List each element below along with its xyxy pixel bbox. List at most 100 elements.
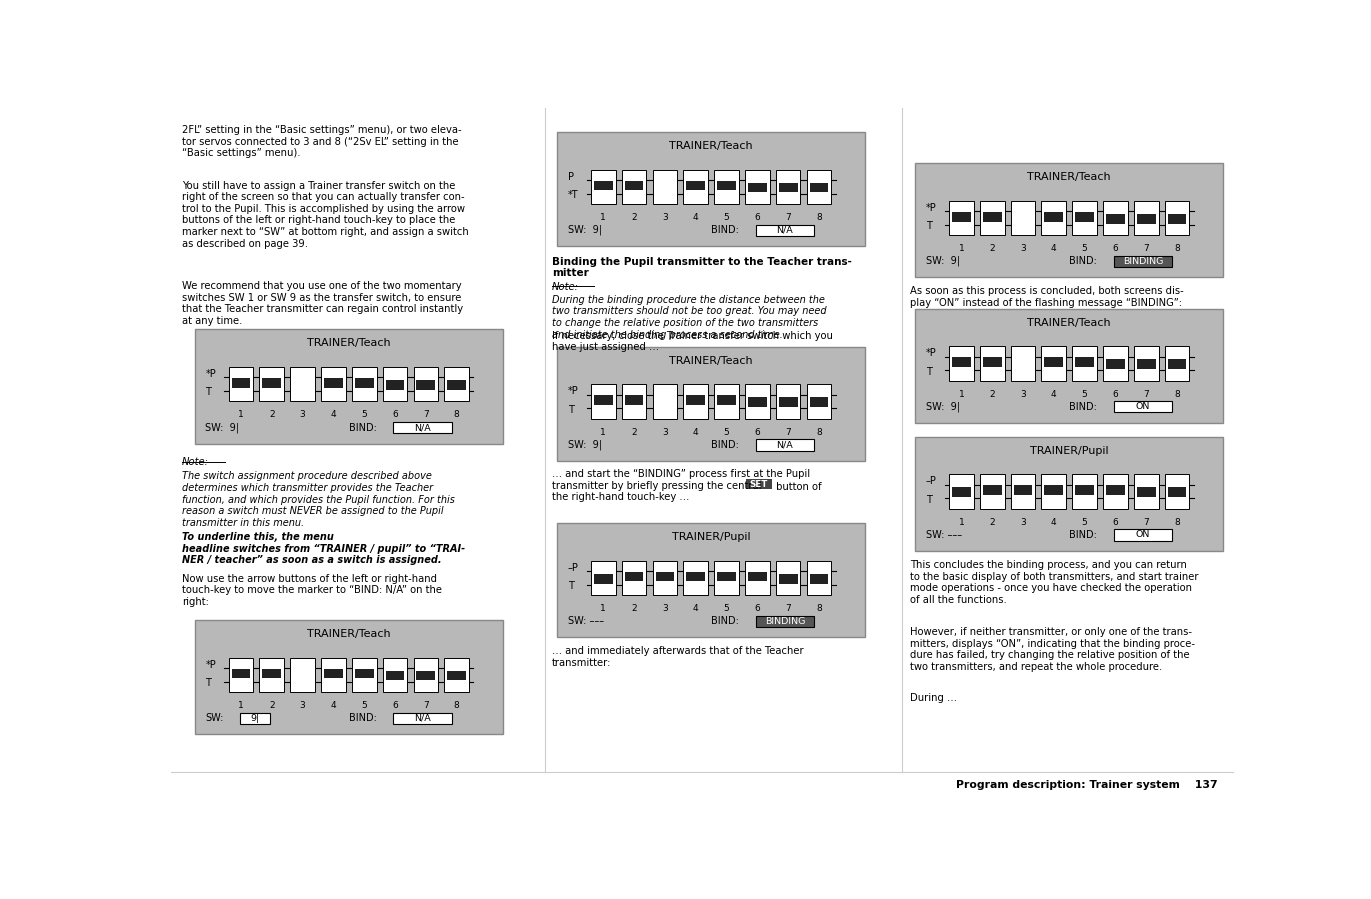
FancyBboxPatch shape (1113, 530, 1172, 540)
Bar (1168, 487, 1186, 497)
Bar (229, 658, 254, 692)
Bar (779, 182, 798, 192)
Text: BIND:: BIND: (348, 423, 377, 432)
Text: … and immediately afterwards that of the Teacher
transmitter:: … and immediately afterwards that of the… (551, 646, 803, 668)
Text: SET: SET (750, 479, 768, 489)
Text: 8: 8 (454, 410, 459, 419)
Text: SW: –––: SW: ––– (925, 530, 962, 539)
Text: 1: 1 (958, 245, 964, 254)
Bar (321, 658, 345, 692)
Bar (1075, 357, 1094, 367)
Bar (625, 181, 643, 191)
Text: The switch assignment procedure described above
determines which transmitter pro: The switch assignment procedure describe… (182, 471, 455, 528)
Text: To underline this, the menu
headline switches from “TRAINER / pupil” to “TRAI-
N: To underline this, the menu headline swi… (182, 532, 465, 565)
Bar (949, 346, 973, 380)
Text: 1: 1 (958, 389, 964, 398)
Text: BIND:: BIND: (712, 617, 739, 627)
Bar (744, 170, 769, 204)
Text: 5: 5 (724, 604, 729, 613)
Bar (447, 671, 466, 681)
Text: ON: ON (1135, 403, 1150, 412)
Text: 5: 5 (1082, 245, 1087, 254)
Text: As soon as this process is concluded, both screens dis-
play “ON” instead of the: As soon as this process is concluded, bo… (910, 287, 1183, 308)
Text: TRAINER/Teach: TRAINER/Teach (1027, 317, 1111, 327)
Text: Note:: Note: (551, 282, 579, 292)
Text: However, if neither transmitter, or only one of the trans-
mitters, displays “ON: However, if neither transmitter, or only… (910, 628, 1196, 672)
Text: 4: 4 (1052, 518, 1057, 527)
FancyBboxPatch shape (746, 479, 772, 489)
Text: We recommend that you use one of the two momentary
switches SW 1 or SW 9 as the : We recommend that you use one of the two… (182, 280, 463, 325)
Text: 2: 2 (269, 701, 274, 710)
Bar (594, 181, 613, 191)
Text: T: T (925, 367, 932, 377)
Bar (1042, 201, 1067, 236)
Text: This concludes the binding process, and you can return
to the basic display of b: This concludes the binding process, and … (910, 560, 1198, 605)
Text: 7: 7 (1143, 389, 1149, 398)
Bar (749, 572, 766, 582)
Text: P: P (568, 172, 573, 182)
Text: Now use the arrow buttons of the left or right-hand
touch-key to move the marker: Now use the arrow buttons of the left or… (182, 574, 441, 607)
Bar (1104, 201, 1128, 236)
Text: 7: 7 (424, 410, 429, 419)
Bar (776, 385, 801, 419)
Text: Binding the Pupil transmitter to the Teacher trans-
mitter: Binding the Pupil transmitter to the Tea… (551, 257, 851, 279)
Bar (291, 367, 315, 401)
Bar (744, 385, 769, 419)
Bar (687, 572, 705, 582)
Bar (687, 396, 705, 405)
Text: button of: button of (773, 482, 821, 492)
Bar (1106, 485, 1124, 495)
Bar (951, 212, 971, 221)
Text: 5: 5 (362, 701, 367, 710)
Bar (983, 485, 1002, 495)
Text: 6: 6 (754, 604, 761, 613)
Text: 6: 6 (754, 213, 761, 222)
Text: If necessary, close the Trainer transfer switch which you
have just assigned …: If necessary, close the Trainer transfer… (551, 331, 832, 352)
Text: T: T (568, 405, 573, 414)
Bar (806, 170, 831, 204)
Text: 5: 5 (724, 428, 729, 437)
Text: *P: *P (206, 369, 217, 378)
Text: 4: 4 (692, 428, 699, 437)
Bar (232, 669, 251, 679)
Bar (687, 181, 705, 191)
FancyBboxPatch shape (557, 132, 865, 246)
Text: 7: 7 (786, 604, 791, 613)
FancyBboxPatch shape (1113, 256, 1172, 267)
Text: the right-hand touch-key …: the right-hand touch-key … (551, 492, 690, 502)
Bar (714, 170, 739, 204)
Bar (385, 671, 404, 681)
Bar (625, 572, 643, 582)
Bar (383, 367, 407, 401)
Text: 1: 1 (958, 518, 964, 527)
Text: … and start the “BINDING” process first at the Pupil
transmitter by briefly pres: … and start the “BINDING” process first … (551, 469, 810, 491)
Bar (776, 561, 801, 595)
Bar (625, 396, 643, 405)
Text: BIND:: BIND: (1069, 402, 1097, 412)
Text: 8: 8 (1174, 518, 1180, 527)
Bar (591, 385, 616, 419)
Bar (983, 357, 1002, 367)
Bar (1045, 357, 1063, 367)
Bar (683, 561, 707, 595)
Bar (1042, 346, 1067, 380)
Bar (810, 182, 828, 192)
Bar (1075, 485, 1094, 495)
Bar (1072, 475, 1097, 509)
Bar (352, 367, 377, 401)
Text: 3: 3 (300, 701, 306, 710)
Bar (714, 561, 739, 595)
Text: 2: 2 (631, 604, 638, 613)
Bar (1045, 485, 1063, 495)
Bar (414, 658, 439, 692)
Bar (714, 385, 739, 419)
Bar (321, 367, 345, 401)
Text: SW:  9|: SW: 9| (925, 401, 960, 412)
Text: TRAINER/Teach: TRAINER/Teach (307, 338, 391, 349)
FancyBboxPatch shape (557, 347, 865, 461)
Bar (622, 170, 647, 204)
Bar (229, 367, 254, 401)
Bar (383, 658, 407, 692)
Bar (1106, 360, 1124, 369)
Bar (1168, 214, 1186, 224)
